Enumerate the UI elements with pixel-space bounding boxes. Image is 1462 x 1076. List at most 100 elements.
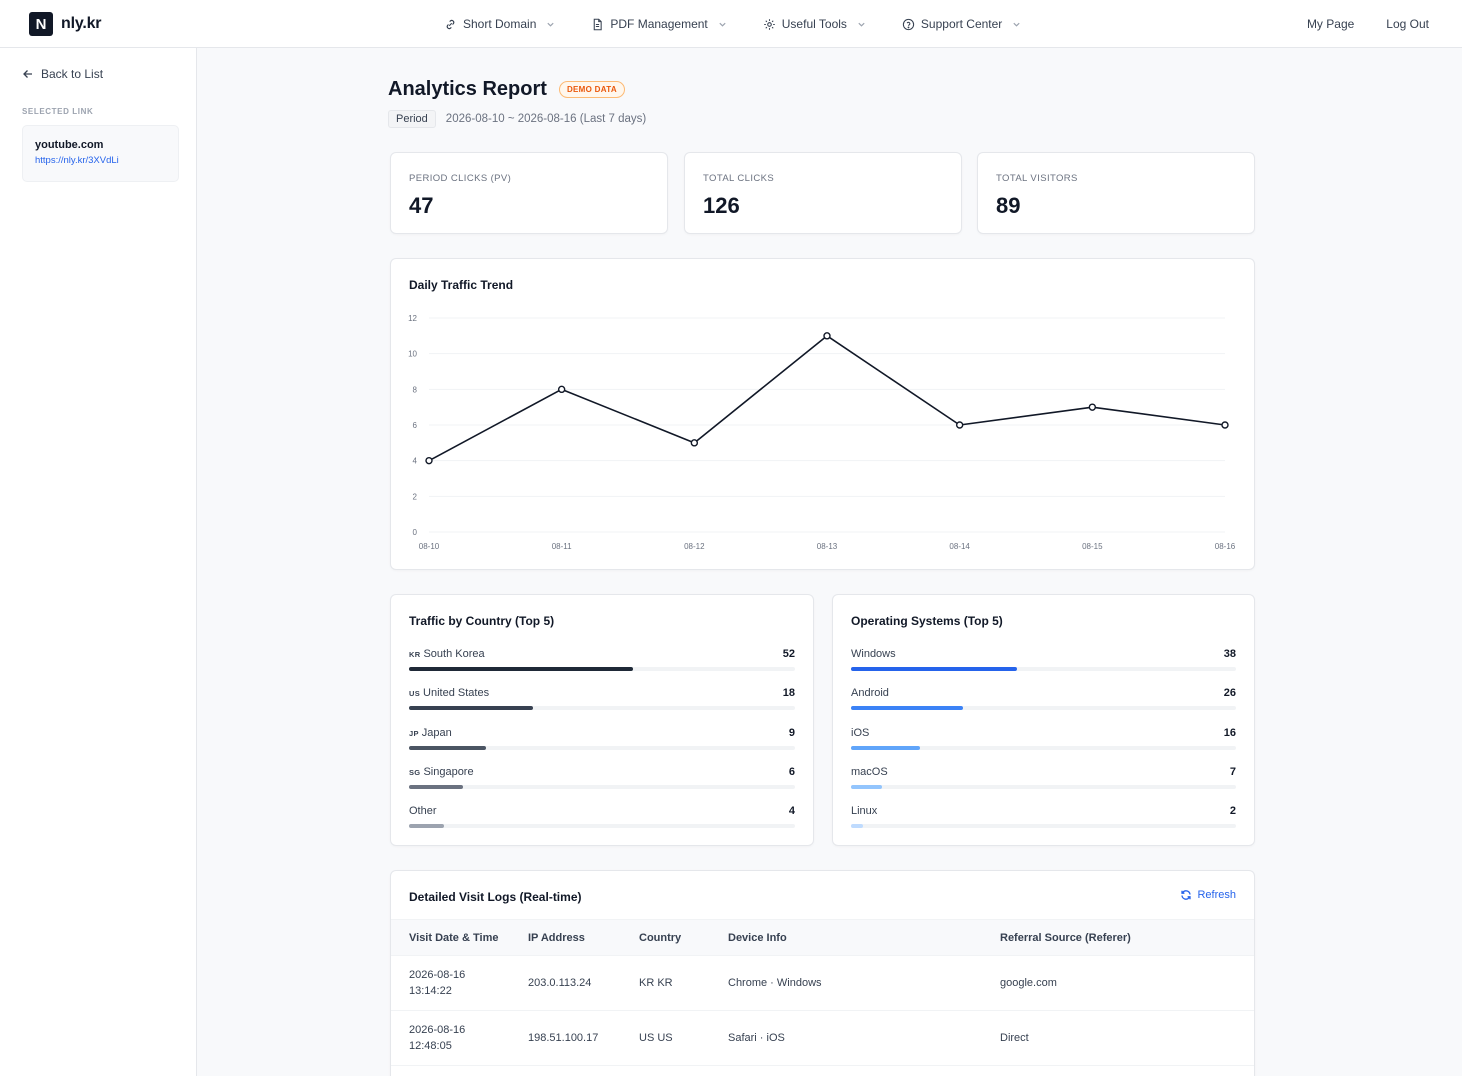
bar-track — [851, 667, 1236, 671]
column-header-referer: Referral Source (Referer) — [1000, 919, 1254, 956]
trend-data-point[interactable] — [1221, 421, 1229, 429]
cell-country: KR KR — [639, 955, 728, 1011]
refresh-icon — [1181, 890, 1192, 900]
column-header-visit-date: Visit Date & Time — [391, 919, 528, 956]
bar-fill — [851, 824, 863, 829]
account-links: My Page Log Out — [1307, 0, 1429, 48]
bar-fill — [409, 706, 533, 711]
bar-track — [409, 745, 795, 750]
y-tick-label: 2 — [413, 492, 418, 501]
x-tick-label: 08-16 — [1215, 542, 1236, 551]
column-header-device: Device Info — [728, 919, 1000, 956]
trend-data-point[interactable] — [557, 385, 566, 394]
selected-link-host: youtube.com — [35, 139, 104, 151]
y-tick-label: 12 — [408, 314, 417, 323]
report-header: Analytics Report DEMO DATA — [388, 78, 625, 101]
nav-short-domain[interactable]: Short Domain — [444, 17, 555, 31]
bar-value: 9 — [788, 726, 795, 739]
x-tick-label: 08-15 — [1082, 542, 1103, 551]
my-page-link[interactable]: My Page — [1306, 17, 1355, 31]
chevron-down-icon — [1013, 22, 1020, 27]
stat-card-period-clicks: PERIOD CLICKS (PV) 47 — [390, 152, 668, 234]
chevron-down-icon — [547, 22, 554, 27]
trend-data-point[interactable] — [690, 439, 699, 447]
bar-name: South Korea — [423, 648, 485, 660]
x-tick-label: 08-13 — [817, 542, 838, 551]
bar-row: Linux 2 — [851, 805, 1236, 835]
selected-link-url[interactable]: https://nly.kr/3XVdLi — [35, 155, 119, 166]
top-navigation-bar: N nly.kr Short Domain PDF Management Use… — [0, 0, 1462, 48]
trend-data-point[interactable] — [1088, 403, 1097, 411]
bar-fill — [409, 824, 444, 829]
bar-fill — [851, 706, 963, 711]
cell-time: 12:48:05 — [409, 1040, 452, 1052]
y-tick-label: 8 — [413, 385, 418, 394]
bar-track — [851, 784, 1236, 789]
daily-traffic-trend-card: Daily Traffic Trend 0 2 4 6 8 10 12 08-10 08-11 0… — [390, 258, 1255, 570]
table-header-row: Visit Date & Time IP Address Country Dev… — [391, 919, 1254, 956]
cell-device: Chrome · Windows — [728, 955, 1000, 1011]
bar-row: US United States 18 — [409, 687, 795, 717]
cell-country: US US — [639, 1010, 728, 1066]
x-tick-label: 08-14 — [949, 542, 970, 551]
bar-label: Android — [851, 687, 889, 699]
table-row: 2026-08-16 12:48:05 198.51.100.17 US US Safa… — [391, 1010, 1254, 1066]
trend-data-point[interactable] — [955, 421, 964, 429]
bar-value: 26 — [1223, 687, 1236, 700]
bar-name: Japan — [421, 726, 452, 739]
bar-row: KR South Korea 52 — [409, 648, 795, 678]
trend-data-point[interactable] — [425, 456, 433, 465]
brand-mark: N — [29, 12, 53, 36]
bar-fill — [851, 667, 1017, 671]
bar-name: Other — [409, 805, 437, 818]
stat-label: TOTAL CLICKS — [703, 173, 775, 184]
trend-data-point[interactable] — [823, 332, 831, 340]
period-row: Period 2026-08-10 ~ 2026-08-16 (Last 7 d… — [388, 110, 646, 128]
visit-logs-table: Visit Date & Time IP Address Country Dev… — [391, 919, 1254, 1066]
back-to-list-label: Back to List — [41, 67, 104, 81]
bar-label: US United States — [409, 687, 489, 699]
bar-track — [851, 706, 1236, 711]
brand-logo-link[interactable]: N nly.kr — [29, 12, 102, 36]
stat-card-total-clicks: TOTAL CLICKS 126 — [684, 152, 962, 234]
stat-value: 126 — [703, 193, 740, 218]
link-icon — [446, 19, 455, 29]
y-tick-label: 0 — [413, 528, 418, 537]
nav-support-center[interactable]: Support Center — [902, 17, 1021, 31]
bar-label: KR South Korea — [409, 648, 485, 660]
bar-fill — [409, 667, 633, 671]
nav-pdf-management-label: PDF Management — [610, 17, 708, 31]
bar-name: Linux — [851, 805, 878, 818]
cell-device: Safari · iOS — [728, 1010, 1000, 1066]
visit-logs-title: Detailed Visit Logs (Real-time) — [409, 890, 582, 904]
log-out-link[interactable]: Log Out — [1386, 17, 1429, 31]
column-header-country: Country — [639, 919, 728, 956]
bar-name: Windows — [851, 648, 896, 660]
stat-label: PERIOD CLICKS (PV) — [409, 173, 512, 184]
selected-link-heading: SELECTED LINK — [22, 107, 94, 116]
refresh-button[interactable]: Refresh — [1180, 889, 1236, 901]
period-chip: Period — [388, 110, 436, 128]
country-card-title: Traffic by Country (Top 5) — [409, 614, 555, 628]
selected-link-card[interactable]: youtube.com https://nly.kr/3XVdLi — [22, 125, 179, 182]
bar-row: JP Japan 9 — [409, 727, 795, 757]
bar-label: JP Japan — [409, 727, 452, 739]
cell-time: 13:14:22 — [409, 985, 452, 997]
bar-value: 52 — [782, 648, 795, 660]
chevron-down-icon — [719, 22, 726, 27]
y-tick-label: 6 — [413, 421, 418, 430]
page-title: Analytics Report — [388, 78, 547, 100]
gear-icon — [763, 18, 775, 30]
back-to-list-button[interactable]: Back to List — [22, 67, 103, 81]
stat-card-total-visitors: TOTAL VISITORS 89 — [977, 152, 1255, 234]
os-card-title: Operating Systems (Top 5) — [851, 614, 1003, 628]
x-tick-label: 08-10 — [419, 542, 440, 551]
nav-useful-tools[interactable]: Useful Tools — [763, 17, 866, 31]
bar-row: Other 4 — [409, 805, 795, 835]
nav-short-domain-label: Short Domain — [463, 17, 537, 31]
nav-pdf-management[interactable]: PDF Management — [591, 17, 726, 31]
bar-value: 16 — [1223, 726, 1236, 739]
country-code: SG — [409, 767, 421, 777]
country-code: US — [409, 689, 421, 699]
sidebar: Back to List SELECTED LINK youtube.com h… — [0, 48, 197, 1076]
